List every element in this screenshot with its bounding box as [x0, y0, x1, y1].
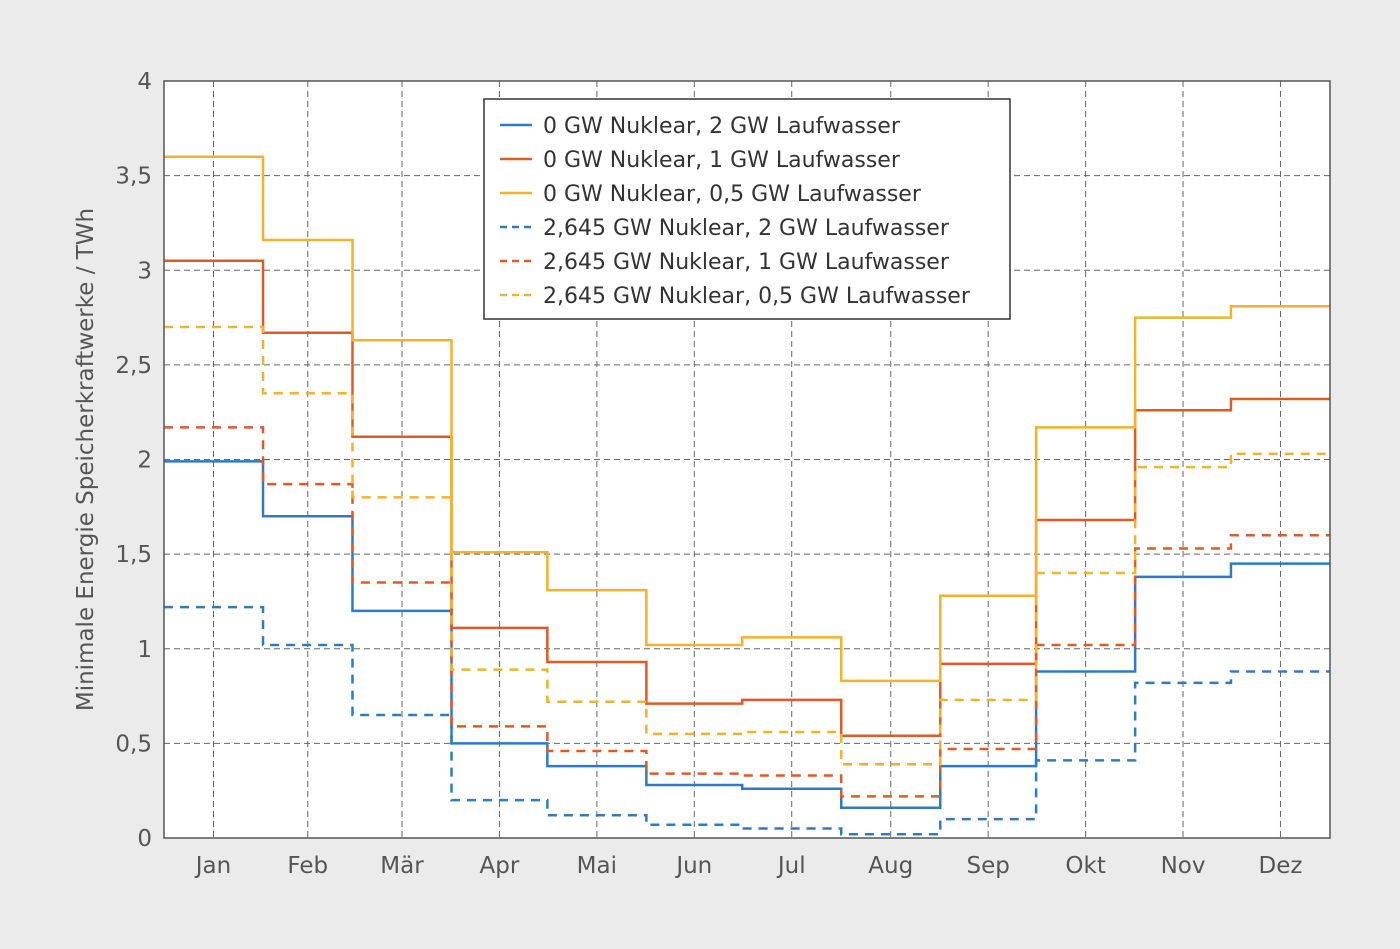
x-tick-label: Sep [967, 853, 1010, 879]
series-line-4 [164, 605, 1330, 836]
series-line-3 [164, 155, 1330, 683]
legend-label: 0 GW Nuklear, 1 GW Laufwasser [543, 148, 901, 173]
series-line-1 [164, 460, 1330, 809]
x-tick-label: Jul [776, 853, 806, 879]
legend-box [483, 98, 1011, 320]
y-tick-label: 0 [137, 826, 152, 852]
legend-label: 2,645 GW Nuklear, 0,5 GW Laufwasser [543, 284, 971, 309]
y-tick-label: 3,5 [115, 164, 152, 190]
y-tick-label: 1 [137, 637, 152, 663]
y-tick-label: 0,5 [115, 731, 152, 757]
grid [164, 81, 1330, 838]
y-tick-label: 4 [137, 69, 152, 95]
y-axis-ticks: 0 0,5 1 1,5 2 2,5 3 3,5 4 [115, 69, 152, 852]
x-tick-label: Aug [868, 853, 913, 879]
x-tick-label: Nov [1161, 853, 1206, 879]
y-axis-label: Minimale Energie Speicherkraftwerke / TW… [73, 208, 99, 711]
series-line-6 [164, 325, 1330, 766]
x-axis-ticks: Jan Feb Mär Apr Mai Jun Jul Aug Sep Okt Nov Dez [194, 853, 1303, 879]
legend-label: 0 GW Nuklear, 0,5 GW Laufwasser [543, 182, 922, 207]
x-tick-label: Feb [287, 853, 328, 879]
x-tick-label: Jun [674, 853, 712, 879]
y-tick-label: 2,5 [115, 353, 152, 379]
x-tick-label: Okt [1065, 853, 1105, 879]
legend-label: 2,645 GW Nuklear, 2 GW Laufwasser [543, 216, 950, 241]
legend-label: 2,645 GW Nuklear, 1 GW Laufwasser [543, 250, 950, 275]
y-tick-label: 2 [137, 448, 152, 474]
x-tick-label: Jan [194, 853, 231, 879]
plot-frame [163, 80, 1331, 839]
x-tick-label: Mär [380, 853, 424, 879]
x-tick-label: Mai [577, 853, 617, 879]
legend: 0 GW Nuklear, 2 GW Laufwasser 0 GW Nuklea… [483, 98, 1011, 320]
legend-items: 0 GW Nuklear, 2 GW Laufwasser 0 GW Nuklea… [500, 114, 971, 309]
y-tick-label: 3 [137, 258, 152, 284]
legend-label: 0 GW Nuklear, 2 GW Laufwasser [543, 114, 901, 139]
series-line-5 [164, 426, 1330, 798]
y-tick-label: 1,5 [115, 542, 152, 568]
x-tick-label: Dez [1259, 853, 1303, 879]
x-tick-label: Apr [480, 853, 520, 879]
series-layer [164, 155, 1330, 836]
